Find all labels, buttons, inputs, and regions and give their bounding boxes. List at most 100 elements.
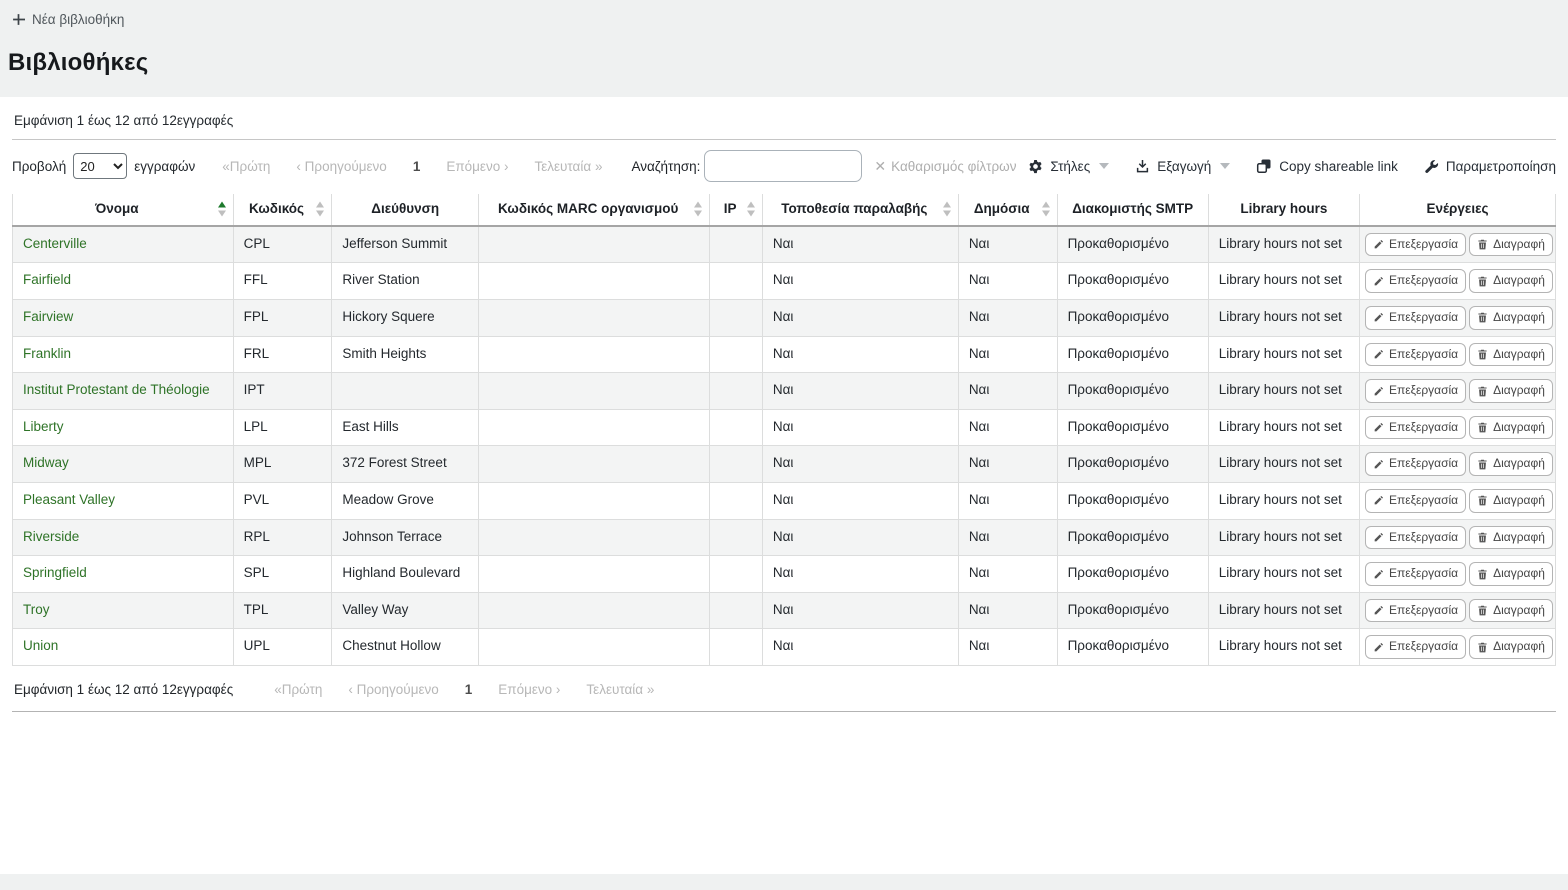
delete-button[interactable]: Διαγραφή: [1469, 452, 1553, 477]
library-name-link[interactable]: Fairview: [23, 309, 74, 325]
public-cell: Ναι: [957, 262, 1058, 301]
search-input[interactable]: [704, 150, 863, 182]
page-length-select[interactable]: 20: [73, 153, 128, 179]
sort-arrows: [942, 201, 951, 217]
edit-button[interactable]: Επεξεργασία: [1364, 489, 1467, 513]
edit-button[interactable]: Επεξεργασία: [1364, 635, 1467, 659]
delete-button[interactable]: Διαγραφή: [1469, 598, 1553, 623]
library-name-link[interactable]: Union: [23, 638, 59, 654]
edit-button[interactable]: Επεξεργασία: [1364, 342, 1467, 367]
column-header-pickup-location[interactable]: Τοποθεσία παραλαβής: [761, 194, 959, 227]
ip-cell: [709, 518, 763, 557]
column-header-ip[interactable]: IP: [709, 194, 763, 227]
delete-button[interactable]: Διαγραφή: [1469, 306, 1553, 330]
library-name-link[interactable]: Institut Protestant de Théologie: [23, 382, 210, 398]
edit-button[interactable]: Επεξεργασία: [1364, 306, 1467, 330]
search-control: Αναζήτηση:: [631, 150, 863, 182]
export-button[interactable]: Εξαγωγή: [1135, 159, 1231, 174]
pickup-location-cell: Ναι: [761, 555, 959, 593]
delete-button[interactable]: Διαγραφή: [1469, 489, 1553, 513]
column-header-public[interactable]: Δημόσια: [957, 194, 1058, 227]
pagination-next[interactable]: Επόμενο ›: [446, 158, 509, 174]
column-header-marc-org-code[interactable]: Κωδικός MARC οργανισμού: [477, 194, 711, 227]
library-code-cell: FRL: [232, 335, 333, 374]
delete-button[interactable]: Διαγραφή: [1469, 269, 1553, 294]
table-row: Fairview FPL Hickory Squere Ναι Ναι Προκ…: [12, 299, 1557, 337]
pagination-last[interactable]: Τελευταία »: [534, 158, 603, 174]
library-name-link[interactable]: Liberty: [23, 418, 64, 434]
ip-cell: [709, 299, 763, 337]
public-cell: Ναι: [957, 555, 1058, 593]
edit-button[interactable]: Επεξεργασία: [1364, 452, 1467, 477]
pagination-last[interactable]: Τελευταία »: [586, 682, 655, 697]
actions-cell: Επεξεργασία Διαγραφή: [1358, 225, 1557, 264]
library-name-link[interactable]: Fairfield: [23, 272, 72, 288]
library-name-cell: Union: [12, 628, 234, 666]
trash-icon: [1477, 422, 1488, 433]
previous-chevron-icon: ‹: [296, 158, 301, 174]
pagination-first[interactable]: «Πρώτη: [222, 158, 271, 174]
library-name-link[interactable]: Centerville: [23, 235, 87, 251]
trash-icon: [1477, 312, 1488, 323]
copy-shareable-link-button[interactable]: Copy shareable link: [1256, 158, 1398, 174]
pagination-current-page[interactable]: 1: [464, 682, 473, 697]
library-code-cell: FPL: [232, 299, 333, 337]
library-name-cell: Franklin: [12, 335, 234, 374]
delete-button[interactable]: Διαγραφή: [1469, 415, 1553, 440]
column-header-code[interactable]: Κωδικός: [232, 194, 333, 227]
edit-button[interactable]: Επεξεργασία: [1364, 415, 1467, 440]
pagination-current-page[interactable]: 1: [412, 158, 421, 174]
public-cell: Ναι: [957, 591, 1058, 630]
delete-button[interactable]: Διαγραφή: [1469, 379, 1553, 403]
delete-button[interactable]: Διαγραφή: [1469, 342, 1553, 367]
edit-button[interactable]: Επεξεργασία: [1364, 379, 1467, 403]
delete-button[interactable]: Διαγραφή: [1469, 635, 1553, 659]
ip-cell: [709, 225, 763, 264]
smtp-server-cell: Προκαθορισμένο: [1056, 262, 1209, 301]
sort-arrows: [1041, 201, 1050, 217]
columns-button[interactable]: Στήλες: [1028, 159, 1110, 174]
actions-cell: Επεξεργασία Διαγραφή: [1358, 445, 1557, 484]
library-name-cell: Troy: [12, 591, 234, 630]
page-length-control: Προβολή 20 εγγραφών: [12, 153, 195, 179]
pickup-location-cell: Ναι: [761, 225, 959, 264]
pagination-first[interactable]: «Πρώτη: [274, 682, 323, 697]
table-info-bottom: Εμφάνιση 1 έως 12 από 12εγγραφές: [14, 682, 234, 697]
next-chevron-icon: ›: [555, 682, 561, 697]
library-hours-cell: Library hours not set: [1207, 518, 1360, 557]
edit-button[interactable]: Επεξεργασία: [1364, 232, 1467, 257]
marc-org-code-cell: [477, 299, 711, 337]
library-hours-cell: Library hours not set: [1207, 591, 1360, 630]
pencil-icon: [1373, 495, 1384, 506]
edit-button[interactable]: Επεξεργασία: [1364, 562, 1467, 586]
actions-cell: Επεξεργασία Διαγραφή: [1358, 299, 1557, 337]
edit-button[interactable]: Επεξεργασία: [1364, 269, 1467, 294]
library-name-link[interactable]: Springfield: [23, 565, 87, 581]
library-name-link[interactable]: Troy: [23, 601, 50, 617]
first-chevron-icon: «: [222, 158, 230, 174]
pagination-next[interactable]: Επόμενο ›: [498, 682, 561, 697]
library-name-link[interactable]: Pleasant Valley: [23, 492, 116, 508]
pickup-location-cell: Ναι: [761, 628, 959, 666]
ip-cell: [709, 372, 763, 410]
library-name-link[interactable]: Riverside: [23, 528, 80, 544]
pickup-location-cell: Ναι: [761, 372, 959, 410]
configure-button[interactable]: Παραμετροποίηση: [1424, 159, 1556, 174]
pagination-previous[interactable]: ‹ Προηγούμενο: [348, 682, 439, 697]
library-name-cell: Institut Protestant de Théologie: [12, 372, 234, 410]
ip-cell: [709, 555, 763, 593]
library-name-link[interactable]: Franklin: [23, 345, 72, 361]
delete-button[interactable]: Διαγραφή: [1469, 232, 1553, 257]
edit-button[interactable]: Επεξεργασία: [1364, 525, 1467, 550]
actions-cell: Επεξεργασία Διαγραφή: [1358, 262, 1557, 301]
delete-button[interactable]: Διαγραφή: [1469, 562, 1553, 586]
library-name-link[interactable]: Midway: [23, 455, 69, 471]
edit-button[interactable]: Επεξεργασία: [1364, 598, 1467, 623]
delete-button[interactable]: Διαγραφή: [1469, 525, 1553, 550]
pagination-previous[interactable]: ‹ Προηγούμενο: [296, 158, 387, 174]
clear-filters-button[interactable]: ✕ Καθαρισμός φίλτρων: [874, 158, 1017, 174]
column-header-name[interactable]: Όνομα: [12, 194, 234, 227]
pencil-icon: [1373, 239, 1384, 250]
new-library-button[interactable]: Νέα βιβλιοθήκη: [12, 12, 124, 27]
table-row: Franklin FRL Smith Heights Ναι Ναι Προκα…: [12, 335, 1557, 374]
